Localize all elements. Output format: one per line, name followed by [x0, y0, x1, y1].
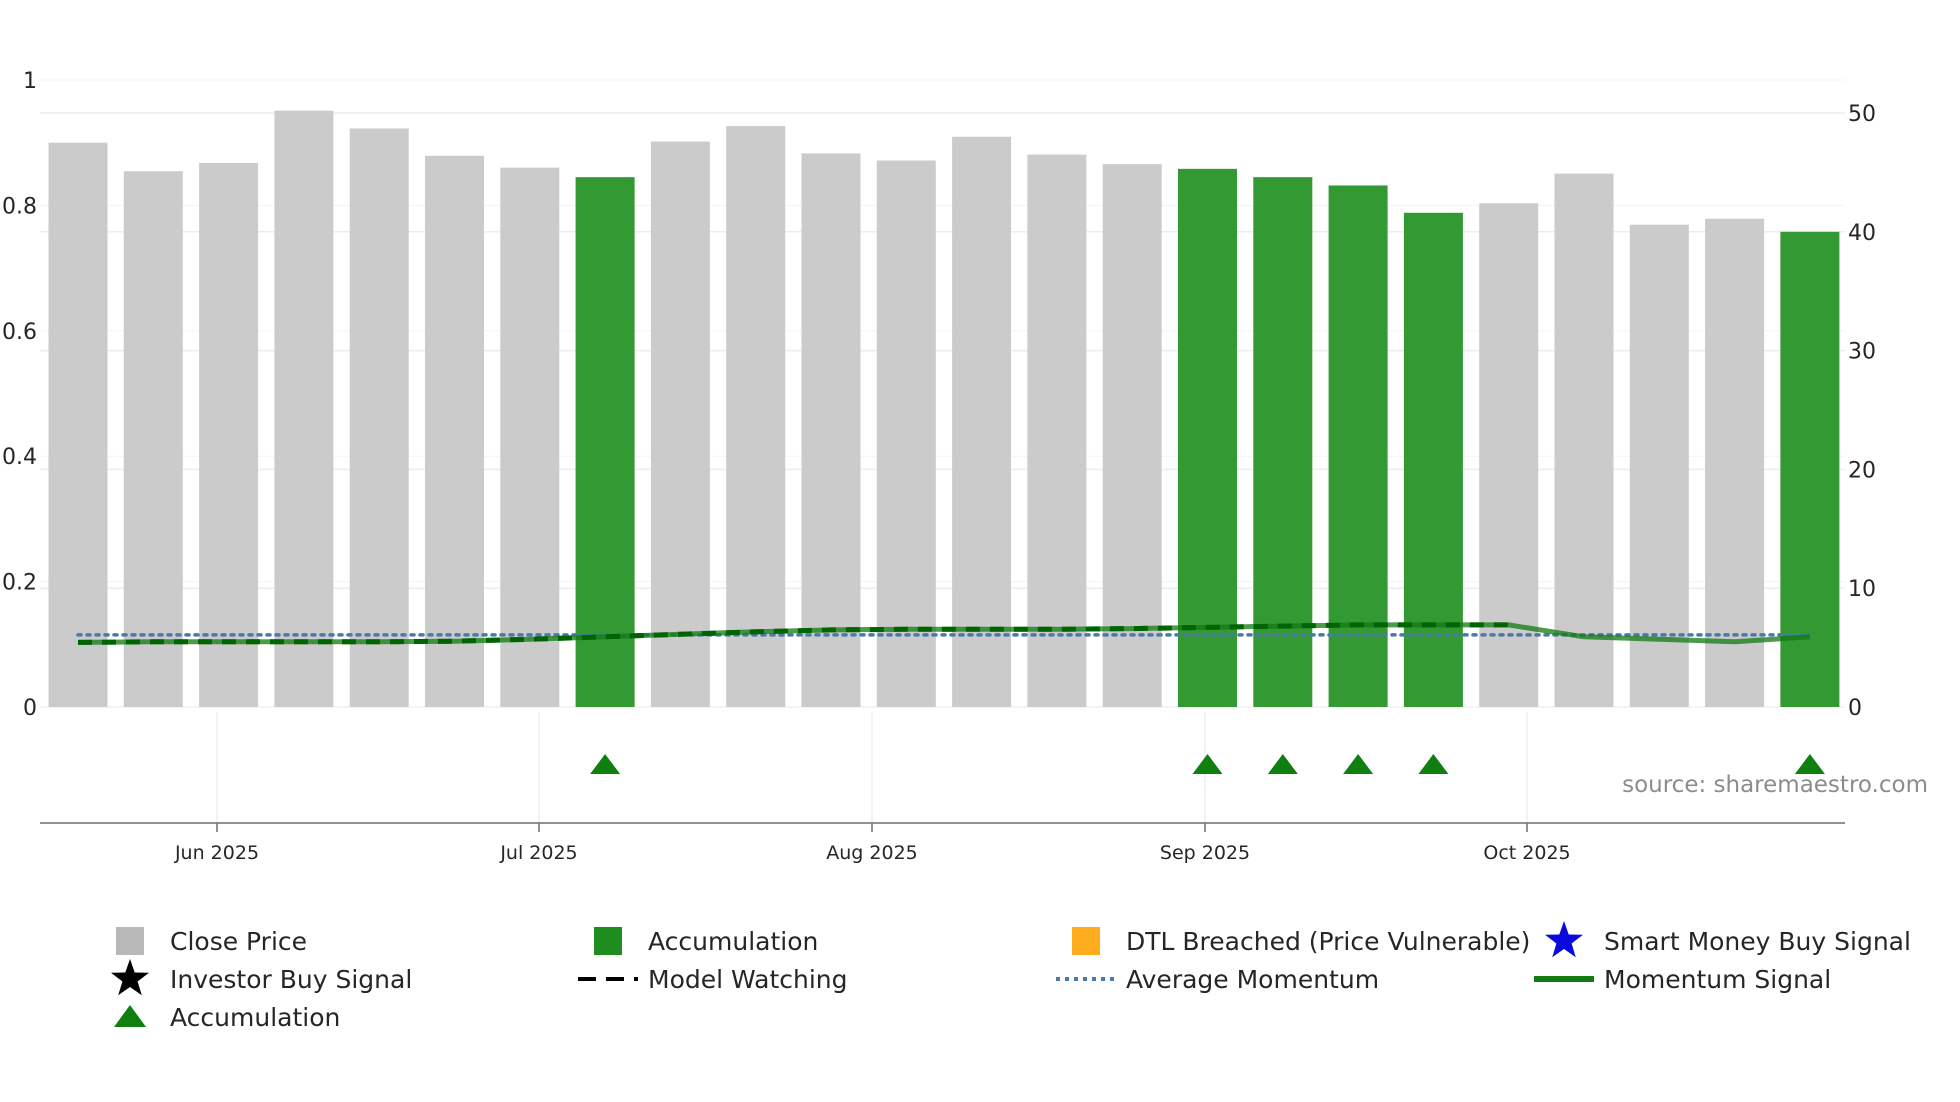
close-price-bar: [425, 155, 484, 707]
legend-item: Momentum Signal: [1534, 965, 1831, 994]
right-axis-tick-label: 50: [1848, 102, 1876, 127]
legend-label: Average Momentum: [1126, 965, 1379, 994]
accumulation-bar: [1328, 185, 1388, 707]
right-axis-tick-label: 40: [1848, 221, 1876, 246]
legend-label: Investor Buy Signal: [170, 965, 412, 994]
close-price-bar: [801, 153, 861, 708]
close-price-bar: [650, 141, 710, 708]
x-axis-tick-label: Aug 2025: [826, 842, 918, 864]
left-axis-tick-label: 1: [23, 69, 37, 94]
x-axis-tick-label: Sep 2025: [1160, 842, 1250, 864]
close-price-bars: [48, 110, 1840, 708]
close-price-bar: [274, 110, 334, 707]
legend-label: Smart Money Buy Signal: [1604, 927, 1911, 956]
close-price-bar: [1479, 203, 1539, 707]
close-price-bar: [500, 167, 560, 707]
legend-item: Accumulation: [594, 927, 818, 956]
right-axis-tick-label: 10: [1848, 577, 1876, 602]
legend-item: Smart Money Buy Signal: [1545, 921, 1911, 958]
legend-item: DTL Breached (Price Vulnerable): [1072, 927, 1530, 956]
close-price-bar: [1705, 218, 1765, 707]
close-price-bar: [349, 128, 409, 708]
right-axis-tick-label: 30: [1848, 340, 1876, 365]
close-price-bar: [1554, 173, 1614, 707]
legend-star-icon: [1545, 921, 1583, 958]
left-axis-tick-label: 0.6: [2, 320, 37, 345]
left-axis-tick-label: 0.4: [2, 445, 37, 470]
close-price-bar: [123, 171, 183, 707]
accumulation-triangle-marker: [1418, 754, 1449, 774]
close-price-bar: [1629, 224, 1689, 707]
legend-label: DTL Breached (Price Vulnerable): [1126, 927, 1530, 956]
legend-item: Accumulation: [114, 1003, 340, 1032]
accumulation-bar: [575, 177, 635, 708]
close-price-bar: [1102, 164, 1162, 708]
close-price-bar: [1027, 154, 1087, 707]
close-price-bar: [199, 162, 259, 707]
legend-label: Accumulation: [648, 927, 818, 956]
legend-label: Accumulation: [170, 1003, 340, 1032]
x-axis-tick-label: Jul 2025: [499, 842, 577, 864]
accumulation-bar: [1403, 212, 1463, 708]
close-price-bar: [876, 160, 936, 707]
source-note: source: sharemaestro.com: [1622, 772, 1928, 798]
left-axis-tick-label: 0.8: [2, 194, 37, 219]
accumulation-triangle-marker: [1794, 754, 1825, 774]
close-price-bar: [48, 142, 108, 707]
legend-triangle-icon: [114, 1005, 146, 1027]
x-axis-tick-label: Jun 2025: [174, 842, 259, 864]
legend-label: Close Price: [170, 927, 307, 956]
accumulation-triangle-marker: [590, 754, 621, 774]
legend-item: Model Watching: [578, 965, 848, 994]
legend-square-icon: [594, 927, 622, 955]
close-price-bar: [952, 136, 1012, 707]
legend-item: Investor Buy Signal: [111, 959, 412, 996]
accumulation-bar: [1178, 168, 1237, 707]
accumulation-triangle-marker: [1267, 754, 1298, 774]
right-axis-tick-label: 0: [1848, 696, 1862, 721]
accumulation-bar: [1780, 231, 1840, 708]
legend-square-icon: [116, 927, 144, 955]
momentum-lines: [76, 622, 1812, 645]
legend-item: Average Momentum: [1056, 965, 1379, 994]
legend-star-icon: [111, 959, 149, 996]
accumulation-bar: [1253, 177, 1313, 708]
left-axis-tick-label: 0.2: [2, 571, 37, 596]
legend-item: Close Price: [116, 927, 307, 956]
legend: Close Price Accumulation DTL Breached (Pri…: [111, 921, 1911, 1032]
right-axis-tick-label: 20: [1848, 458, 1876, 483]
close-price-bar: [726, 126, 786, 708]
grid-layer: [40, 79, 1845, 823]
left-axis-tick-label: 0: [23, 696, 37, 721]
legend-label: Model Watching: [648, 965, 848, 994]
x-axis-tick-label: Oct 2025: [1483, 842, 1570, 864]
accumulation-triangle-marker: [1343, 754, 1374, 774]
accumulation-markers: [590, 754, 1825, 774]
legend-square-icon: [1072, 927, 1100, 955]
accumulation-triangle-marker: [1192, 754, 1223, 774]
legend-label: Momentum Signal: [1604, 965, 1831, 994]
